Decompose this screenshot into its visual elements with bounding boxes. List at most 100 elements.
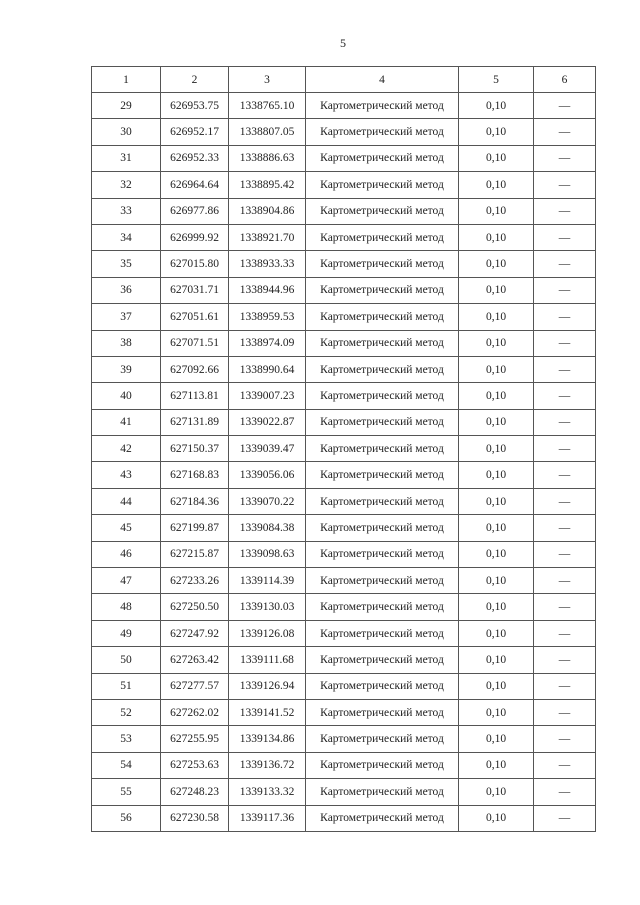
- cell-note: —: [533, 329, 596, 357]
- cell-accuracy: 0,10: [458, 223, 534, 252]
- table-row: 34 626999.92 1338921.70 Картометрический ме…: [91, 223, 596, 252]
- cell-method: Картометрический метод: [305, 619, 459, 648]
- cell-coord-y: 1339056.06: [228, 461, 306, 489]
- cell-coord-y: 1339084.38: [228, 514, 306, 542]
- cell-coord-y: 1339130.03: [228, 593, 306, 621]
- cell-accuracy: 0,10: [458, 698, 534, 727]
- cell-coord-y: 1338807.05: [228, 118, 306, 146]
- cell-method: Картометрический метод: [305, 804, 459, 832]
- cell-coord-x: 626953.75: [160, 91, 229, 120]
- table-row: 55 627248.23 1339133.32 Картометрический ме…: [91, 778, 596, 806]
- cell-accuracy: 0,10: [458, 646, 534, 674]
- cell-method: Картометрический метод: [305, 118, 459, 146]
- cell-coord-x: 627113.81: [160, 382, 229, 410]
- table-row: 51 627277.57 1339126.94 Картометрический ме…: [91, 672, 596, 700]
- column-header: 5: [458, 66, 534, 93]
- cell-accuracy: 0,10: [458, 250, 534, 278]
- cell-accuracy: 0,10: [458, 672, 534, 700]
- cell-accuracy: 0,10: [458, 461, 534, 489]
- cell-accuracy: 0,10: [458, 329, 534, 357]
- cell-coord-x: 626952.33: [160, 144, 229, 173]
- cell-note: —: [533, 303, 596, 331]
- cell-method: Картометрический метод: [305, 435, 459, 463]
- cell-point-number: 37: [91, 303, 161, 331]
- cell-coord-x: 627262.02: [160, 698, 229, 727]
- cell-note: —: [533, 355, 596, 384]
- cell-accuracy: 0,10: [458, 171, 534, 199]
- cell-coord-y: 1338933.33: [228, 250, 306, 278]
- cell-point-number: 51: [91, 672, 161, 700]
- cell-method: Картометрический метод: [305, 250, 459, 278]
- cell-coord-x: 626999.92: [160, 223, 229, 252]
- table-row: 33 626977.86 1338904.86 Картометрический ме…: [91, 197, 596, 225]
- cell-note: —: [533, 672, 596, 700]
- cell-point-number: 35: [91, 250, 161, 278]
- table-row: 47 627233.26 1339114.39 Картометрический ме…: [91, 567, 596, 595]
- table-row: 32 626964.64 1338895.42 Картометрический ме…: [91, 171, 596, 199]
- cell-accuracy: 0,10: [458, 487, 534, 516]
- table-row: 49 627247.92 1339126.08 Картометрический ме…: [91, 619, 596, 648]
- cell-accuracy: 0,10: [458, 751, 534, 780]
- cell-method: Картометрический метод: [305, 223, 459, 252]
- cell-point-number: 40: [91, 382, 161, 410]
- cell-accuracy: 0,10: [458, 725, 534, 753]
- cell-coord-x: 627031.71: [160, 276, 229, 305]
- cell-point-number: 44: [91, 487, 161, 516]
- cell-method: Картометрический метод: [305, 487, 459, 516]
- cell-method: Картометрический метод: [305, 329, 459, 357]
- cell-coord-x: 627230.58: [160, 804, 229, 832]
- cell-point-number: 52: [91, 698, 161, 727]
- cell-point-number: 43: [91, 461, 161, 489]
- cell-coord-x: 627215.87: [160, 540, 229, 569]
- cell-method: Картометрический метод: [305, 303, 459, 331]
- cell-coord-y: 1338886.63: [228, 144, 306, 173]
- cell-accuracy: 0,10: [458, 593, 534, 621]
- table-row: 30 626952.17 1338807.05 Картометрический ме…: [91, 118, 596, 146]
- cell-coord-y: 1338921.70: [228, 223, 306, 252]
- cell-point-number: 54: [91, 751, 161, 780]
- cell-method: Картометрический метод: [305, 408, 459, 437]
- table-row: 31 626952.33 1338886.63 Картометрический ме…: [91, 144, 596, 173]
- cell-coord-y: 1339126.94: [228, 672, 306, 700]
- cell-coord-x: 627092.66: [160, 355, 229, 384]
- cell-method: Картометрический метод: [305, 672, 459, 700]
- cell-accuracy: 0,10: [458, 408, 534, 437]
- cell-coord-y: 1339111.68: [228, 646, 306, 674]
- cell-note: —: [533, 751, 596, 780]
- cell-note: —: [533, 567, 596, 595]
- cell-accuracy: 0,10: [458, 540, 534, 569]
- table-row: 40 627113.81 1339007.23 Картометрический ме…: [91, 382, 596, 410]
- cell-method: Картометрический метод: [305, 725, 459, 753]
- cell-coord-y: 1339070.22: [228, 487, 306, 516]
- cell-coord-x: 627247.92: [160, 619, 229, 648]
- cell-note: —: [533, 593, 596, 621]
- cell-coord-y: 1339134.86: [228, 725, 306, 753]
- column-header: 6: [533, 66, 596, 93]
- table-row: 53 627255.95 1339134.86 Картометрический ме…: [91, 725, 596, 753]
- cell-accuracy: 0,10: [458, 567, 534, 595]
- cell-coord-y: 1339126.08: [228, 619, 306, 648]
- cell-accuracy: 0,10: [458, 778, 534, 806]
- cell-coord-y: 1339022.87: [228, 408, 306, 437]
- cell-note: —: [533, 646, 596, 674]
- cell-coord-y: 1339133.32: [228, 778, 306, 806]
- cell-point-number: 36: [91, 276, 161, 305]
- table-row: 41 627131.89 1339022.87 Картометрический ме…: [91, 408, 596, 437]
- column-header: 4: [305, 66, 459, 93]
- cell-method: Картометрический метод: [305, 698, 459, 727]
- cell-point-number: 38: [91, 329, 161, 357]
- cell-point-number: 48: [91, 593, 161, 621]
- cell-note: —: [533, 144, 596, 173]
- cell-coord-y: 1339141.52: [228, 698, 306, 727]
- cell-accuracy: 0,10: [458, 303, 534, 331]
- cell-point-number: 39: [91, 355, 161, 384]
- cell-method: Картометрический метод: [305, 514, 459, 542]
- cell-accuracy: 0,10: [458, 435, 534, 463]
- cell-point-number: 31: [91, 144, 161, 173]
- cell-note: —: [533, 382, 596, 410]
- cell-coord-y: 1339136.72: [228, 751, 306, 780]
- cell-method: Картометрический метод: [305, 91, 459, 120]
- cell-coord-x: 627253.63: [160, 751, 229, 780]
- cell-note: —: [533, 698, 596, 727]
